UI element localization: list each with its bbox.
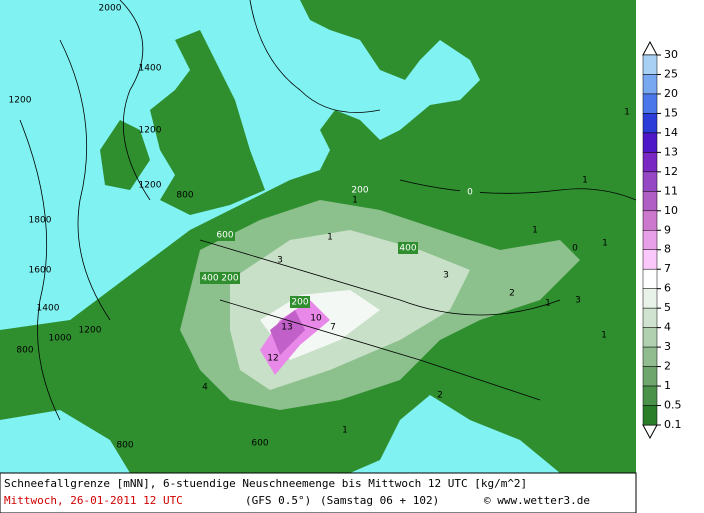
colorbar-swatch (642, 113, 658, 134)
caption-date: Mittwoch, 26-01-2011 12 UTC (4, 494, 183, 507)
colorbar-label: 15 (664, 106, 678, 119)
map-label: 1600 (29, 266, 52, 276)
map-label: 1200 (9, 96, 32, 106)
contours (19, 0, 637, 421)
map-label: 400 (399, 244, 416, 254)
colorbar-swatch (642, 307, 658, 328)
map-label: 1200 (139, 181, 162, 191)
map-label: 1400 (139, 64, 162, 74)
map-label: 1 (602, 239, 608, 249)
colorbar-label: 13 (664, 145, 678, 158)
colorbar-swatch (642, 93, 658, 114)
colorbar-swatch (642, 366, 658, 387)
colorbar-swatch (642, 132, 658, 153)
colorbar-bottom-arrow (642, 424, 658, 440)
colorbar-label: 9 (664, 223, 671, 236)
map-label: 3 (443, 271, 449, 281)
colorbar-swatch (642, 191, 658, 212)
colorbar-swatch (642, 171, 658, 192)
colorbar-swatch (642, 268, 658, 289)
map-label-box (460, 186, 480, 198)
colorbar-label: 10 (664, 204, 678, 217)
map-label-box (215, 229, 235, 241)
colorbar-swatch (642, 346, 658, 367)
map-label: 200 (351, 186, 368, 196)
map-label: 3 (575, 296, 581, 306)
map-label: 12 (267, 354, 278, 364)
colorbar-label: 1 (664, 379, 671, 392)
map-label-box (398, 242, 418, 254)
map-label: 1 (545, 299, 551, 309)
colorbar-label: 0.5 (664, 399, 682, 412)
colorbar-label: 30 (664, 48, 678, 61)
colorbar-swatch (642, 210, 658, 231)
colorbar-swatch (642, 288, 658, 309)
colorbar-label: 8 (664, 243, 671, 256)
caption-run: (Samstag 06 + 102) (320, 494, 439, 507)
colorbar-swatch (642, 74, 658, 95)
map-label: 1400 (37, 304, 60, 314)
colorbar-label: 7 (664, 262, 671, 275)
map-label: 1200 (139, 126, 162, 136)
colorbar-label: 12 (664, 165, 678, 178)
map-label: 2000 (99, 4, 122, 14)
colorbar-swatch (642, 249, 658, 270)
map-label: 800 (116, 441, 133, 451)
map-label-box (290, 296, 310, 308)
colorbar-label: 2 (664, 360, 671, 373)
colorbar-label: 20 (664, 87, 678, 100)
colorbar-label: 5 (664, 301, 671, 314)
caption-line1: Schneefallgrenze [mNN], 6-stuendige Neus… (4, 477, 527, 490)
colorbar-swatch (642, 327, 658, 348)
map-label: 1 (532, 226, 538, 236)
map-label: 1 (342, 426, 348, 436)
map-label: 3 (277, 256, 283, 266)
colorbar-label: 6 (664, 282, 671, 295)
map-label: 1 (352, 196, 358, 206)
map-label: 1 (601, 331, 607, 341)
caption-box (0, 472, 637, 513)
colorbar-label: 14 (664, 126, 678, 139)
colorbar-label: 25 (664, 67, 678, 80)
map-label: 2 (509, 289, 515, 299)
map-label: 1 (582, 176, 588, 186)
map-label: 7 (330, 323, 336, 333)
map-label-box (220, 272, 240, 284)
map-label: 200 (221, 274, 238, 284)
map-label: 600 (251, 439, 268, 449)
map-label: 1800 (29, 216, 52, 226)
map-label: 1200 (79, 326, 102, 336)
colorbar-swatch (642, 230, 658, 250)
caption-model: (GFS 0.5°) (245, 494, 311, 507)
colorbar-label: 11 (664, 184, 678, 197)
map-label-box (200, 272, 220, 284)
map-label-box (350, 184, 370, 196)
map-label: 2 (437, 391, 443, 401)
map-label: 1 (624, 108, 630, 118)
colorbar-swatch (642, 54, 658, 75)
colorbar-swatch (642, 385, 658, 406)
map-label: 1000 (49, 334, 72, 344)
map-label: 13 (281, 323, 292, 333)
caption-source: © www.wetter3.de (484, 494, 590, 507)
map-label: 10 (310, 314, 322, 324)
colorbar-label: 4 (664, 321, 671, 334)
map-label: 200 (291, 298, 308, 308)
snow-field (180, 200, 580, 410)
map-label: 4 (202, 383, 208, 393)
colorbar-label: 3 (664, 340, 671, 353)
map-label: 600 (216, 231, 233, 241)
map-label: 400 (201, 274, 218, 284)
colorbar-top-arrow (642, 40, 658, 56)
map-label: 1 (327, 233, 333, 243)
colorbar-swatch (642, 405, 658, 426)
colorbar-label: 0.1 (664, 418, 682, 431)
map-label: 0 (467, 188, 473, 198)
colorbar-swatch (642, 152, 658, 173)
map-label: 800 (16, 346, 33, 356)
map-label: 800 (176, 191, 193, 201)
map-label: 0 (572, 244, 578, 254)
